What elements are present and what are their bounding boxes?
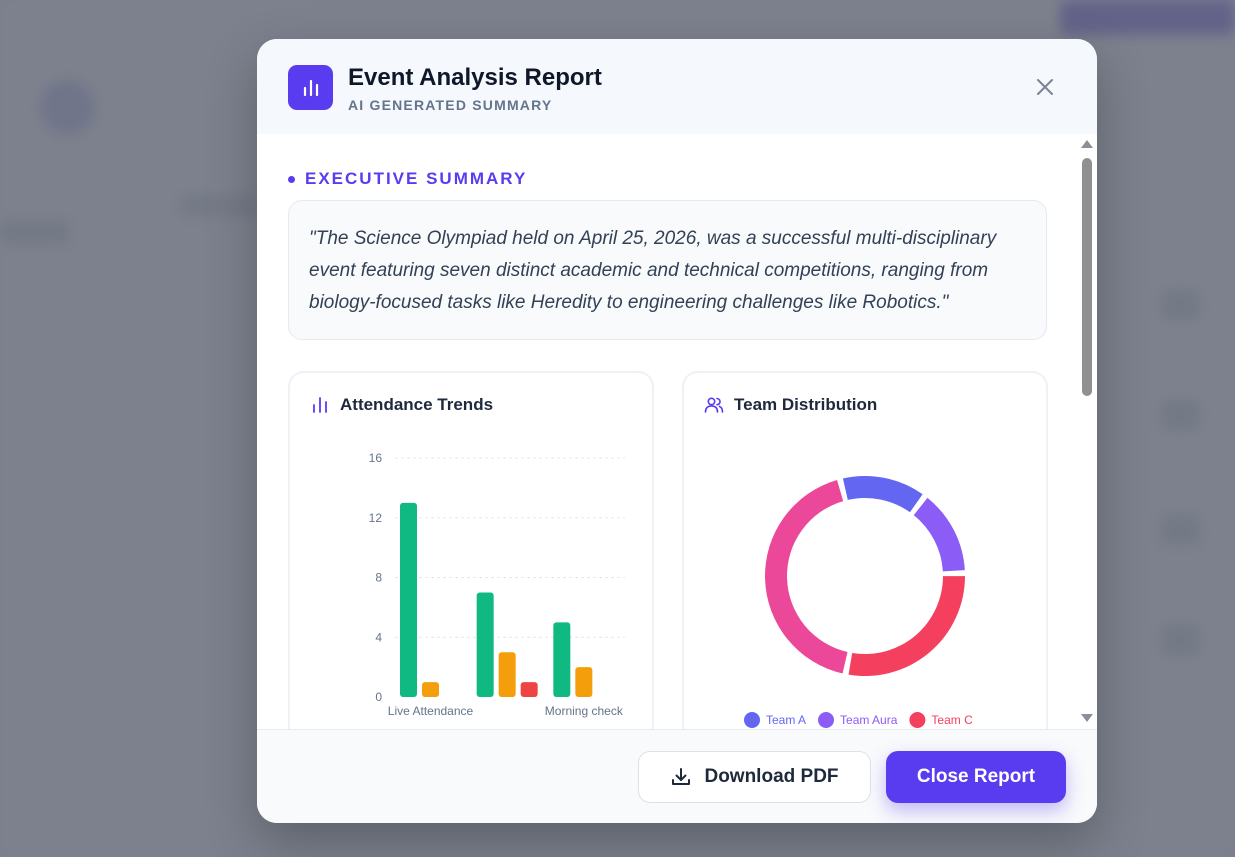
legend-label: Team A — [766, 713, 806, 727]
team-card-title: Team Distribution — [704, 395, 877, 415]
attendance-bar-chart: 0 4 8 12 16 Live Attendance Morning check — [369, 451, 625, 718]
download-pdf-button[interactable]: Download PDF — [638, 751, 871, 803]
y-tick-label: 8 — [375, 571, 382, 585]
bar-chart-icon — [288, 65, 333, 110]
attendance-card-title: Attendance Trends — [310, 395, 493, 415]
team-card: Team Distribution Team A Team Aura Team C — [682, 371, 1048, 729]
scroll-down-arrow[interactable] — [1081, 714, 1093, 722]
team-title: Team Distribution — [734, 395, 878, 414]
x-tick-label: Morning check — [545, 704, 624, 718]
summary-box: "The Science Olympiad held on April 25, … — [288, 200, 1047, 340]
team-donut-chart: Team A Team Aura Team C — [744, 476, 973, 728]
bar[interactable] — [575, 667, 593, 697]
modal-subtitle: AI GENERATED SUMMARY — [348, 97, 553, 113]
x-tick-label: Live Attendance — [388, 704, 474, 718]
attendance-title: Attendance Trends — [340, 395, 494, 414]
modal-footer: Download PDF Close Report — [257, 729, 1097, 823]
users-icon — [704, 397, 724, 413]
modal-header: Event Analysis Report AI GENERATED SUMMA… — [257, 39, 1097, 134]
y-tick-label: 12 — [369, 511, 383, 525]
download-icon — [672, 768, 691, 785]
bar[interactable] — [422, 682, 439, 697]
y-tick-label: 16 — [369, 451, 383, 465]
executive-summary-label: EXECUTIVE SUMMARY — [305, 169, 528, 188]
bar[interactable] — [520, 682, 538, 697]
legend-swatch — [744, 712, 760, 728]
bar[interactable] — [498, 652, 516, 697]
bar[interactable] — [553, 622, 571, 697]
legend-label: Team C — [931, 713, 973, 727]
scroll-thumb[interactable] — [1082, 158, 1092, 396]
download-label: Download PDF — [704, 766, 839, 787]
report-modal: Event Analysis Report AI GENERATED SUMMA… — [257, 39, 1097, 823]
modal-title: Event Analysis Report — [348, 64, 602, 91]
donut-slice[interactable] — [765, 479, 848, 674]
bar[interactable] — [400, 502, 417, 697]
attendance-card: Attendance Trends 0 4 8 12 16 Live Attendance… — [288, 371, 654, 729]
donut-slice[interactable] — [913, 497, 965, 572]
modal-body: EXECUTIVE SUMMARY "The Science Olympiad … — [257, 134, 1097, 729]
donut-slice[interactable] — [842, 476, 923, 513]
bullet-dot — [288, 175, 295, 183]
section-label: EXECUTIVE SUMMARY — [288, 169, 527, 189]
bar-chart-icon — [313, 397, 327, 413]
y-tick-label: 0 — [375, 690, 382, 704]
legend-label: Team Aura — [840, 713, 898, 727]
bar[interactable] — [476, 592, 494, 697]
donut-slice[interactable] — [848, 576, 965, 676]
legend-swatch — [909, 712, 926, 728]
y-tick-label: 4 — [375, 630, 382, 644]
close-report-button[interactable]: Close Report — [886, 751, 1066, 803]
scroll-up-arrow[interactable] — [1081, 140, 1093, 148]
legend-swatch — [818, 712, 835, 728]
close-icon[interactable] — [1035, 77, 1055, 97]
summary-text: "The Science Olympiad held on April 25, … — [309, 228, 997, 313]
scrollbar[interactable] — [1077, 134, 1097, 729]
